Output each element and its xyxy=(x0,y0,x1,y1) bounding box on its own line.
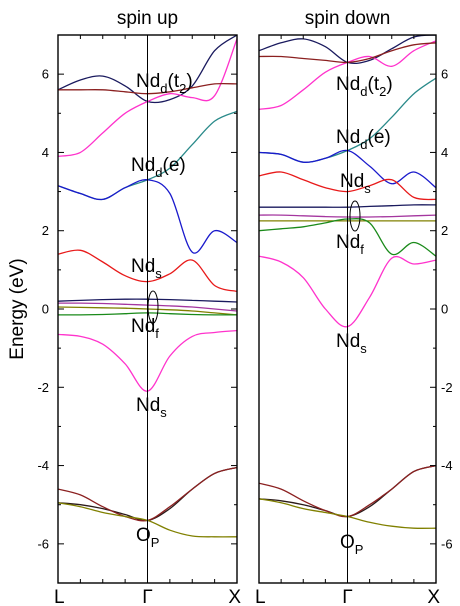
x-tick-label: L xyxy=(255,587,266,606)
y-tick-label: -4 xyxy=(37,458,49,473)
panel-title: spin up xyxy=(117,8,178,29)
panel-title: spin down xyxy=(305,8,391,29)
nd-f-ellipse xyxy=(147,290,159,324)
y-tick-label: -6 xyxy=(441,536,453,551)
y-tick-label: -4 xyxy=(441,458,453,473)
band-annotation: OP xyxy=(340,532,363,557)
y-tick-label: 2 xyxy=(42,223,49,238)
y-axis-label: Energy (eV) xyxy=(7,258,28,359)
x-tick-label: Γ xyxy=(342,587,352,606)
band-annotation: Ndd(t2) xyxy=(136,71,193,96)
y-tick-label: -6 xyxy=(37,536,49,551)
y-tick-label: -2 xyxy=(441,380,453,395)
x-tick-label: X xyxy=(228,587,241,606)
x-tick-label: Γ xyxy=(142,587,152,606)
y-tick-label: 4 xyxy=(42,145,49,160)
band-annotation: Ndd(e) xyxy=(336,127,391,152)
nd-f-ellipse xyxy=(349,200,361,232)
y-tick-label: 6 xyxy=(441,67,448,82)
y-tick-label: 0 xyxy=(441,302,448,317)
y-tick-label: 2 xyxy=(441,223,448,238)
y-tick-label: 6 xyxy=(42,67,49,82)
band-annotation: Nds xyxy=(336,331,367,356)
y-tick-label: 0 xyxy=(42,302,49,317)
y-tick-label: 4 xyxy=(441,145,448,160)
band-annotation: Ndd(t2) xyxy=(336,74,393,99)
band-annotation: Ndf xyxy=(336,232,364,257)
panel-spin-up: spin up -6 -4 -2 0 2 4 6 L Γ X Energy (eV) Ndd(t2) Nd… xyxy=(7,8,241,606)
panel-spin-down: spin down -6 -4 -2 0 2 4 6 L Γ X Ndd(t2) Ndd(e) Nds Nd… xyxy=(255,8,453,606)
x-tick-label: L xyxy=(54,587,65,606)
band-annotation: Ndd(e) xyxy=(131,155,186,180)
band-annotation: Ndf xyxy=(131,316,159,341)
band-annotation: Nds xyxy=(131,256,162,281)
band-annotation: Nds xyxy=(136,395,167,420)
band-annotation: OP xyxy=(136,525,159,550)
y-tick-label: -2 xyxy=(37,380,49,395)
x-tick-label: X xyxy=(427,587,440,606)
band-annotation: Nds xyxy=(340,171,371,196)
